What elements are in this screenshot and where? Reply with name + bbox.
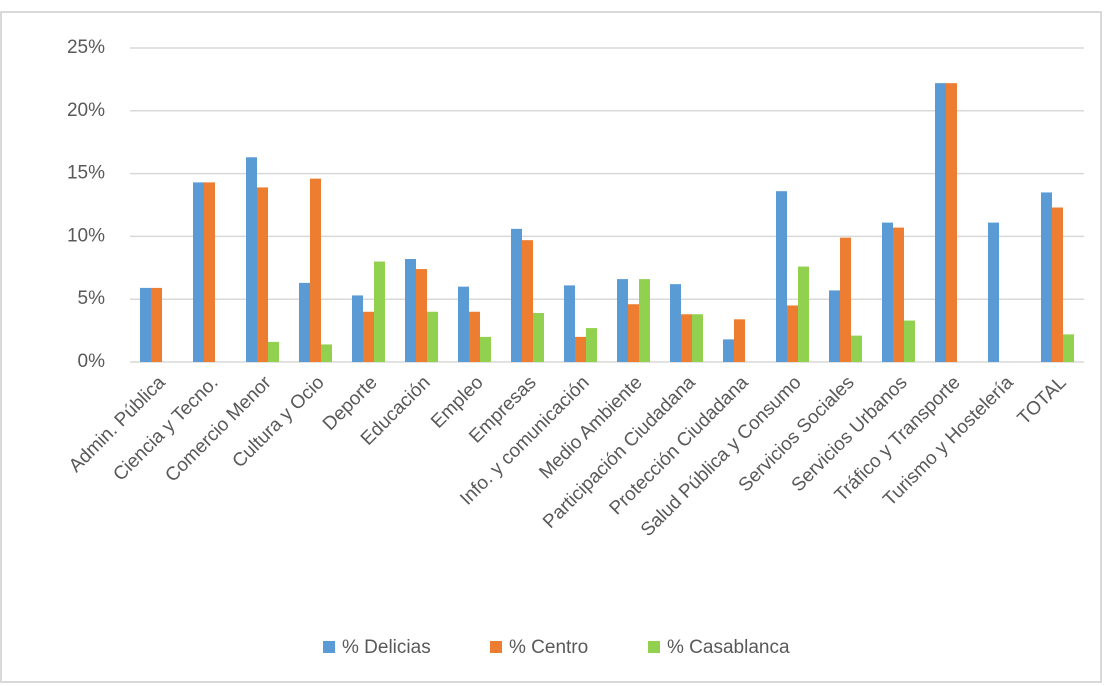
legend-label: % Casablanca bbox=[667, 637, 790, 658]
bar bbox=[787, 305, 798, 362]
bar bbox=[427, 311, 438, 362]
bar bbox=[533, 313, 544, 362]
bar bbox=[193, 182, 204, 362]
bar bbox=[310, 178, 321, 362]
bar bbox=[935, 83, 946, 362]
bar bbox=[416, 269, 427, 362]
bar bbox=[681, 314, 692, 362]
y-tick-label: 20% bbox=[67, 100, 105, 121]
bar bbox=[268, 341, 279, 362]
legend-swatch bbox=[648, 641, 660, 653]
bar bbox=[522, 240, 533, 362]
bar bbox=[882, 222, 893, 362]
bar bbox=[321, 344, 332, 362]
bar bbox=[851, 335, 862, 362]
legend-swatch bbox=[490, 641, 502, 653]
bar bbox=[893, 227, 904, 362]
legend-label: % Delicias bbox=[342, 637, 431, 658]
bar bbox=[405, 259, 416, 362]
bar bbox=[363, 311, 374, 362]
bar bbox=[617, 279, 628, 362]
bar bbox=[586, 328, 597, 362]
bar bbox=[840, 237, 851, 362]
bar bbox=[639, 279, 650, 362]
legend-label: % Centro bbox=[509, 637, 588, 658]
bar bbox=[140, 287, 151, 362]
chart-border bbox=[0, 11, 1102, 683]
bar bbox=[723, 339, 734, 362]
bar bbox=[829, 290, 840, 362]
bar bbox=[946, 83, 957, 362]
bar bbox=[1052, 207, 1063, 362]
bar bbox=[374, 261, 385, 362]
bar bbox=[734, 319, 745, 362]
bar bbox=[670, 284, 681, 362]
bar bbox=[988, 222, 999, 362]
bar bbox=[151, 287, 162, 362]
bar bbox=[798, 266, 809, 362]
bar bbox=[480, 336, 491, 362]
y-tick-label: 10% bbox=[67, 225, 105, 246]
bar bbox=[204, 182, 215, 362]
bar bbox=[1041, 192, 1052, 362]
bar bbox=[904, 320, 915, 362]
bar bbox=[458, 286, 469, 362]
bar bbox=[246, 157, 257, 362]
bar bbox=[352, 295, 363, 362]
bar bbox=[575, 336, 586, 362]
bar bbox=[628, 304, 639, 362]
bar bbox=[257, 187, 268, 362]
y-tick-label: 0% bbox=[78, 351, 106, 372]
bar bbox=[564, 285, 575, 362]
bar bbox=[776, 191, 787, 362]
bar bbox=[511, 228, 522, 362]
y-tick-label: 25% bbox=[67, 37, 105, 58]
bar bbox=[1063, 334, 1074, 362]
bar bbox=[299, 282, 310, 362]
bar bbox=[469, 311, 480, 362]
legend-swatch bbox=[323, 641, 335, 653]
y-tick-label: 5% bbox=[78, 288, 106, 309]
y-tick-label: 15% bbox=[67, 163, 105, 184]
bar bbox=[692, 314, 703, 362]
